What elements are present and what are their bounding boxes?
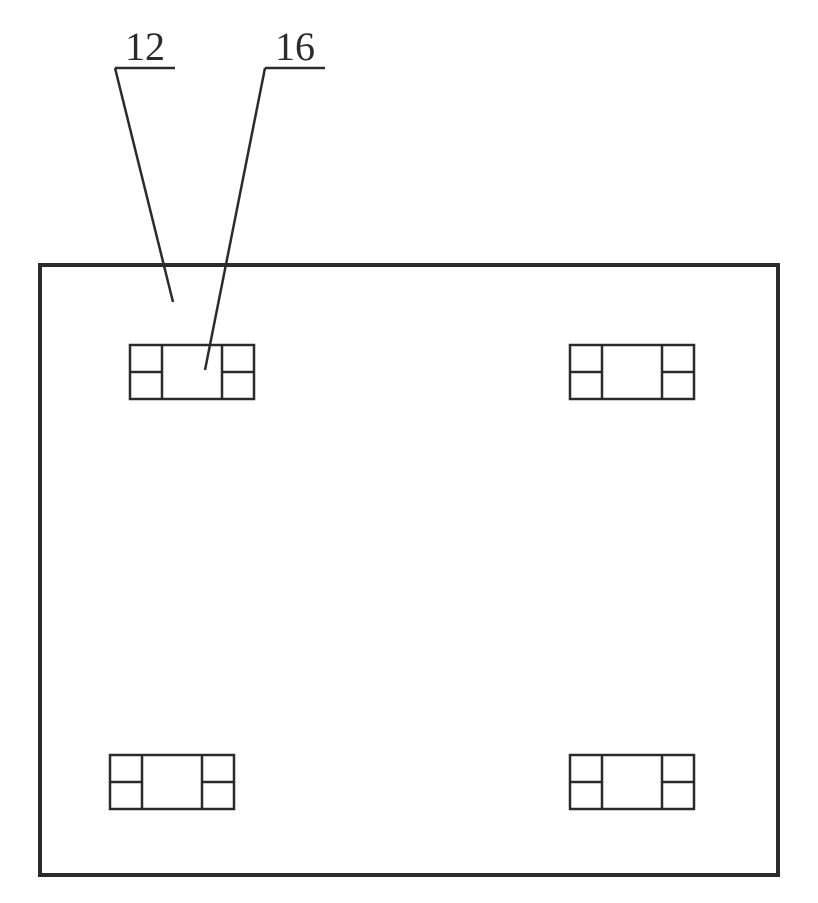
label-12: 12 xyxy=(115,24,175,302)
callout-number: 16 xyxy=(275,24,315,69)
connector-block xyxy=(110,755,234,809)
callout-leader-line xyxy=(205,68,265,370)
connector-blocks-group xyxy=(110,345,694,809)
connector-block xyxy=(570,755,694,809)
label-16: 16 xyxy=(205,24,325,370)
callout-labels-group: 12 16 xyxy=(115,24,325,370)
connector-block xyxy=(130,345,254,399)
connector-block xyxy=(570,345,694,399)
diagram-canvas: 12 16 xyxy=(0,0,818,903)
outer-rectangle xyxy=(40,265,778,875)
callout-number: 12 xyxy=(125,24,165,69)
